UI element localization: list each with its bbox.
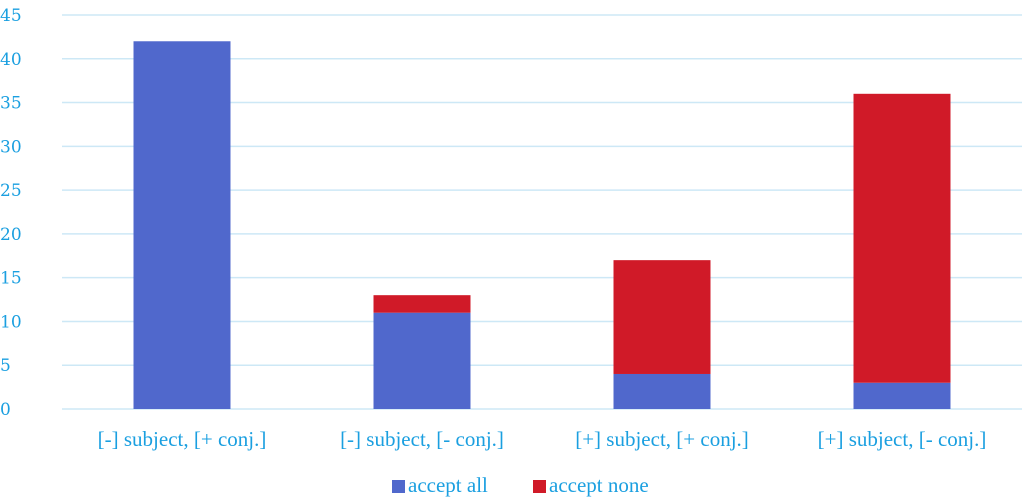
bar-accept-none [853, 93, 951, 383]
y-tick-label: 40 [0, 50, 22, 70]
y-tick-label: 20 [0, 225, 22, 245]
x-category-label: [+] subject, [- conj.] [818, 427, 987, 451]
bar-accept-all [373, 312, 471, 409]
y-tick-label: 10 [0, 312, 22, 332]
legend-swatch [392, 480, 405, 493]
bar-accept-all [133, 41, 231, 410]
y-tick-label: 35 [0, 94, 22, 114]
legend: accept all accept none [392, 473, 649, 497]
legend-swatch [533, 480, 546, 493]
y-tick-label: 5 [0, 356, 11, 376]
y-tick-label: 45 [0, 6, 22, 26]
bar-accept-none [613, 260, 711, 374]
x-axis: [-] subject, [+ conj.] [-] subject, [- co… [98, 427, 987, 451]
bar-accept-all [853, 382, 951, 409]
bars [133, 41, 951, 410]
legend-label: accept all [408, 473, 488, 497]
x-category-label: [-] subject, [- conj.] [340, 427, 504, 451]
bar-accept-none [373, 295, 471, 313]
bar-accept-all [613, 373, 711, 409]
legend-label: accept none [549, 473, 649, 497]
x-category-label: [+] subject, [+ conj.] [575, 427, 749, 451]
y-tick-label: 15 [0, 269, 22, 289]
y-tick-label: 30 [0, 137, 22, 157]
x-category-label: [-] subject, [+ conj.] [98, 427, 267, 451]
y-tick-label: 25 [0, 181, 22, 201]
y-tick-label: 0 [0, 400, 11, 420]
y-axis: 0 5 10 15 20 25 30 35 40 45 [0, 6, 22, 420]
